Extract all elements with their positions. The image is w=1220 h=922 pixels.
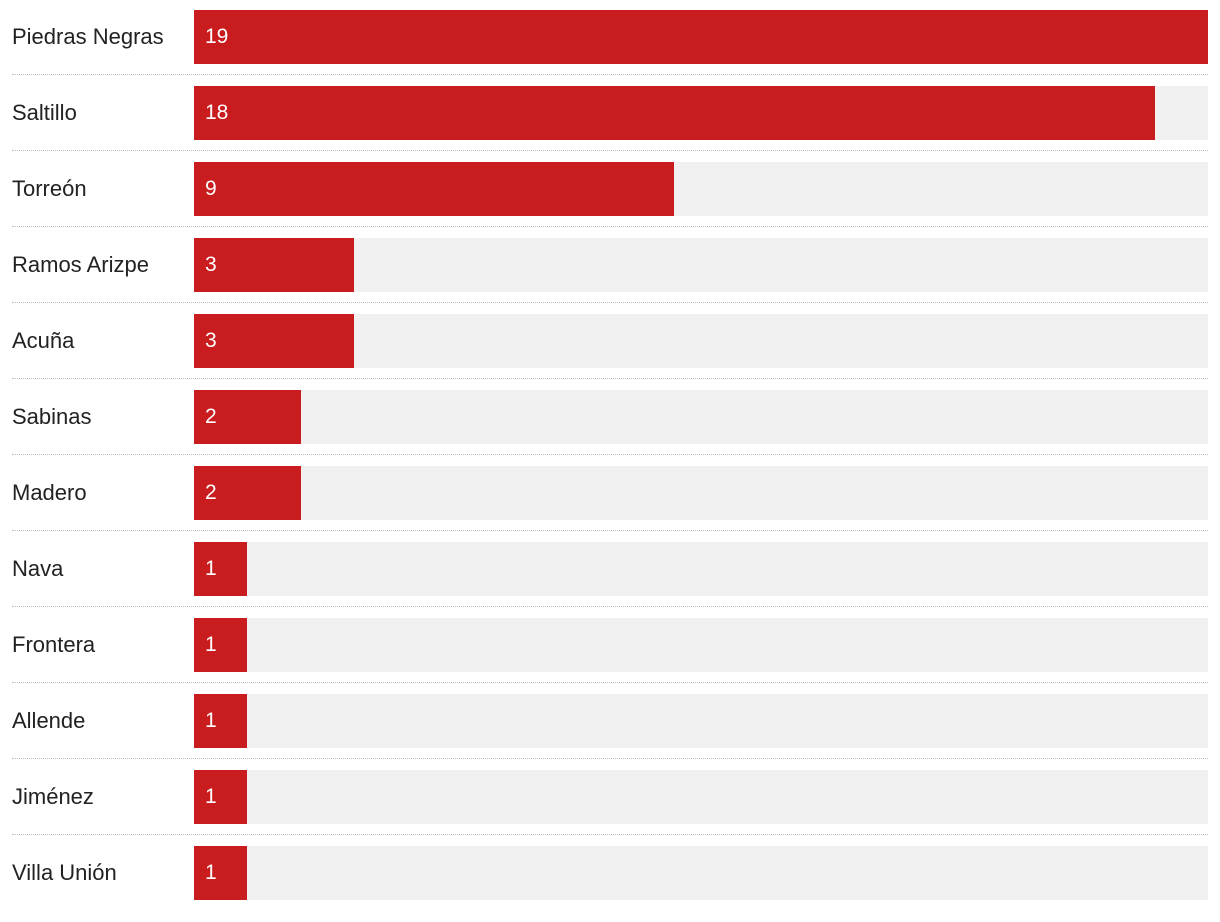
category-label: Sabinas bbox=[12, 404, 92, 429]
bar-track: 2 bbox=[194, 466, 1208, 520]
category-label: Villa Unión bbox=[12, 860, 117, 885]
row-divider bbox=[12, 378, 1208, 379]
row-divider bbox=[12, 74, 1208, 75]
bar-track: 2 bbox=[194, 390, 1208, 444]
bar-row: Allende 1 bbox=[0, 694, 1220, 770]
bar-track: 1 bbox=[194, 618, 1208, 672]
bar-track: 9 bbox=[194, 162, 1208, 216]
row-divider bbox=[12, 606, 1208, 607]
bar: 3 bbox=[194, 314, 354, 368]
bar: 2 bbox=[194, 466, 301, 520]
bar-row: Piedras Negras 19 bbox=[0, 10, 1220, 86]
bar: 1 bbox=[194, 618, 247, 672]
data-label: 1 bbox=[205, 785, 217, 808]
data-label: 2 bbox=[205, 405, 217, 428]
bar: 9 bbox=[194, 162, 674, 216]
bar-row: Frontera 1 bbox=[0, 618, 1220, 694]
row-divider bbox=[12, 150, 1208, 151]
bar-row: Acuña 3 bbox=[0, 314, 1220, 390]
row-divider bbox=[12, 454, 1208, 455]
bar-track: 3 bbox=[194, 238, 1208, 292]
bar-track: 3 bbox=[194, 314, 1208, 368]
category-label: Acuña bbox=[12, 328, 75, 353]
bar-row: Villa Unión 1 bbox=[0, 846, 1220, 922]
bar-track: 18 bbox=[194, 86, 1208, 140]
bar: 3 bbox=[194, 238, 354, 292]
row-divider bbox=[12, 302, 1208, 303]
data-label: 1 bbox=[205, 557, 217, 580]
category-label: Piedras Negras bbox=[12, 24, 164, 49]
bar-track: 1 bbox=[194, 770, 1208, 824]
bar: 1 bbox=[194, 846, 247, 900]
category-label: Jiménez bbox=[12, 784, 94, 809]
bar-row: Torreón 9 bbox=[0, 162, 1220, 238]
data-label: 3 bbox=[205, 253, 217, 276]
bar-row: Jiménez 1 bbox=[0, 770, 1220, 846]
row-divider bbox=[12, 530, 1208, 531]
category-label: Torreón bbox=[12, 176, 87, 201]
data-label: 1 bbox=[205, 709, 217, 732]
row-divider bbox=[12, 758, 1208, 759]
category-label: Madero bbox=[12, 480, 87, 505]
data-label: 19 bbox=[205, 25, 229, 48]
category-label: Frontera bbox=[12, 632, 96, 657]
row-divider bbox=[12, 682, 1208, 683]
bar-row: Ramos Arizpe 3 bbox=[0, 238, 1220, 314]
bar: 1 bbox=[194, 770, 247, 824]
bar-track: 19 bbox=[194, 10, 1208, 64]
data-label: 9 bbox=[205, 177, 217, 200]
category-label: Ramos Arizpe bbox=[12, 252, 149, 277]
data-label: 3 bbox=[205, 329, 217, 352]
category-label: Nava bbox=[12, 556, 64, 581]
bar: 1 bbox=[194, 694, 247, 748]
row-divider bbox=[12, 834, 1208, 835]
bar-row: Madero 2 bbox=[0, 466, 1220, 542]
bar-track: 1 bbox=[194, 846, 1208, 900]
data-label: 1 bbox=[205, 861, 217, 884]
bar-track: 1 bbox=[194, 694, 1208, 748]
data-label: 18 bbox=[205, 101, 229, 124]
bar: 1 bbox=[194, 542, 247, 596]
bar: 18 bbox=[194, 86, 1155, 140]
bar: 2 bbox=[194, 390, 301, 444]
row-divider bbox=[12, 226, 1208, 227]
bar-row: Nava 1 bbox=[0, 542, 1220, 618]
category-label: Saltillo bbox=[12, 100, 77, 125]
data-label: 2 bbox=[205, 481, 217, 504]
bar: 19 bbox=[194, 10, 1208, 64]
bar-row: Saltillo 18 bbox=[0, 86, 1220, 162]
bar-row: Sabinas 2 bbox=[0, 390, 1220, 466]
data-label: 1 bbox=[205, 633, 217, 656]
bar-track: 1 bbox=[194, 542, 1208, 596]
category-label: Allende bbox=[12, 708, 86, 733]
